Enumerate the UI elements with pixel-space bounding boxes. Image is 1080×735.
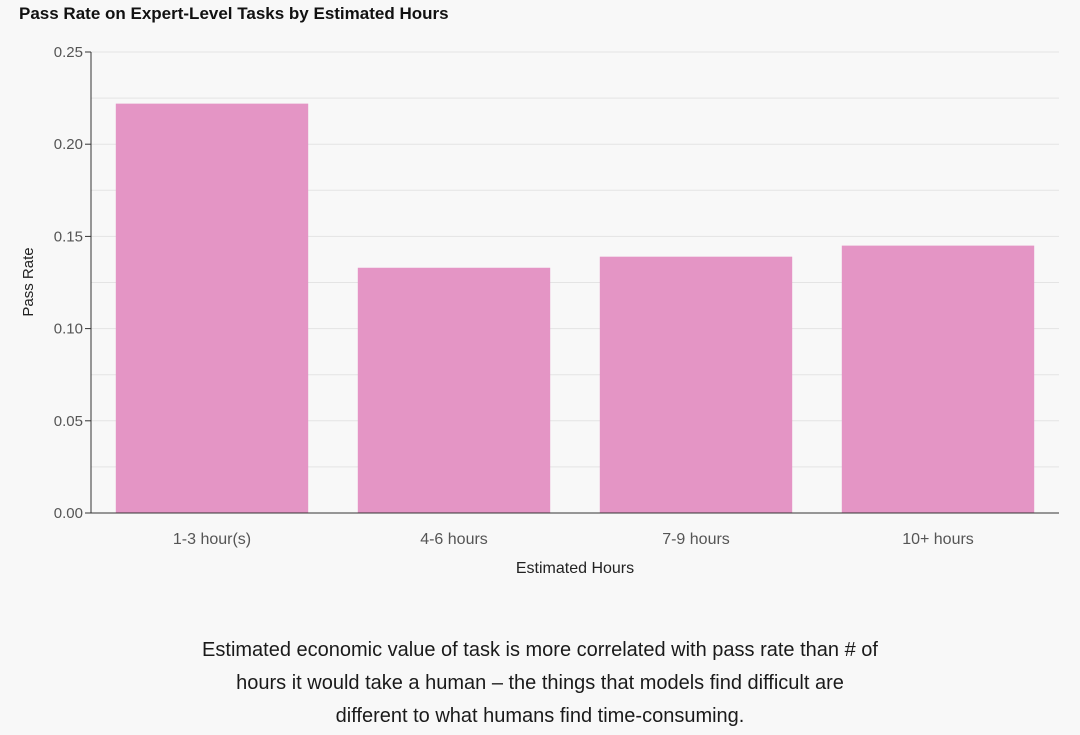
bar xyxy=(599,256,793,513)
chart-title: Pass Rate on Expert-Level Tasks by Estim… xyxy=(19,4,449,23)
bar xyxy=(357,267,551,513)
x-axis-label: Estimated Hours xyxy=(516,560,634,577)
y-ticks: 0.00 0.05 0.10 0.15 0.20 0.25 xyxy=(54,44,91,522)
x-tick-label: 4-6 hours xyxy=(420,531,488,548)
y-tick-label: 0.00 xyxy=(54,505,83,522)
x-tick-label: 7-9 hours xyxy=(662,531,730,548)
bar-chart: 0.00 0.05 0.10 0.15 0.20 0.25 1-3 hour(s) 4-6 … xyxy=(20,44,1059,577)
y-tick-label: 0.15 xyxy=(54,228,83,245)
x-tick-label: 10+ hours xyxy=(902,531,974,548)
bars xyxy=(115,103,1035,513)
bar xyxy=(841,245,1035,513)
y-tick-label: 0.25 xyxy=(54,44,83,61)
bar xyxy=(115,103,309,513)
x-ticks: 1-3 hour(s) 4-6 hours 7-9 hours 10+ hours xyxy=(173,531,974,548)
y-tick-label: 0.20 xyxy=(54,136,83,153)
y-axis-label: Pass Rate xyxy=(20,247,37,316)
axes xyxy=(90,52,1059,514)
x-tick-label: 1-3 hour(s) xyxy=(173,531,251,548)
y-tick-label: 0.10 xyxy=(54,321,83,338)
y-tick-label: 0.05 xyxy=(54,413,83,430)
caption-text: Estimated economic value of task is more… xyxy=(202,639,878,727)
